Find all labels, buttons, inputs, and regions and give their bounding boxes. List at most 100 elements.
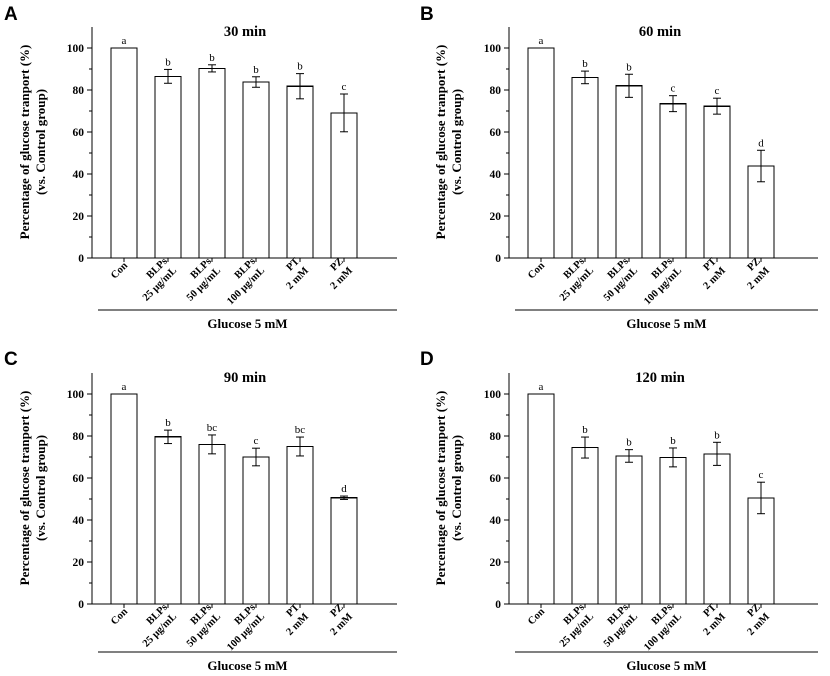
x-category-label: PZ2 mM [746,256,773,292]
y-tick-label: 80 [73,431,85,443]
y-axis-label-line1: Percentage of glucose tranport (%) [17,45,32,240]
y-tick-label: 40 [73,169,85,181]
chart-title: 30 min [224,24,266,40]
x-axis-group-label: Glucose 5 mM [626,658,706,673]
y-tick-label: 60 [490,127,502,139]
bar [110,393,138,605]
significance-letter: bc [207,422,218,434]
significance-letter: c [715,85,720,97]
bar [747,497,775,605]
x-category-label-line1: Con [109,260,130,281]
bar [615,455,643,605]
significance-letter: a [122,35,127,47]
y-tick-label: 80 [73,85,85,97]
x-axis-group-label: Glucose 5 mM [207,316,287,331]
y-axis-label: Percentage of glucose tranport (%) (vs. C… [433,391,464,586]
y-tick-label: 80 [490,85,502,97]
significance-letter: b [209,52,215,64]
x-category-label: PZ2 mM [329,256,356,292]
y-axis-label-line1: Percentage of glucose tranport (%) [17,391,32,586]
y-axis-label-line2: (vs. Control group) [33,89,48,195]
significance-letter: c [671,83,676,95]
x-category-label: Con [109,606,130,627]
x-category-label: Con [526,260,547,281]
panel-c: C 90 min Percentage of glucose tranport (%… [4,349,397,673]
x-category-label: Con [526,606,547,627]
bar [330,112,358,259]
y-axis-label: Percentage of glucose tranport (%) (vs. C… [17,391,48,586]
y-axis-label: Percentage of glucose tranport (%) (vs. C… [17,45,48,240]
bar [527,47,555,259]
bar [286,445,314,605]
y-axis-label-line2: (vs. Control group) [449,89,464,195]
x-axis-group-label: Glucose 5 mM [207,658,287,673]
y-tick-label: 0 [78,253,84,265]
significance-letter: a [539,381,544,393]
bar [527,393,555,605]
bar [703,453,731,605]
panel-letter: C [4,349,18,370]
y-tick-label: 60 [73,473,85,485]
bar [286,85,314,259]
y-tick-label: 0 [78,599,84,611]
bar [198,67,226,259]
y-tick-label: 100 [67,389,85,401]
significance-letter: c [759,469,764,481]
bar [571,76,599,259]
bar [615,85,643,259]
significance-letter: c [342,81,347,93]
significance-letter: a [539,35,544,47]
significance-letter: b [297,61,303,73]
x-category-label-line1: Con [526,606,547,627]
panel-b: B 60 min Percentage of glucose tranport (%… [420,4,818,331]
y-tick-label: 60 [490,473,502,485]
bar [659,456,687,605]
significance-letter: b [165,417,171,429]
panel-letter: A [4,4,18,25]
significance-letter: b [165,56,171,68]
y-axis-label-line1: Percentage of glucose tranport (%) [433,45,448,240]
y-tick-label: 40 [490,515,502,527]
significance-letter: b [253,64,259,76]
y-axis-label-line2: (vs. Control group) [33,435,48,541]
bar [330,497,358,605]
x-category-label-line1: Con [109,606,130,627]
bar [154,75,182,259]
y-tick-label: 0 [495,253,501,265]
chart-title: 120 min [635,370,685,386]
y-tick-label: 0 [495,599,501,611]
x-category-label: PZ2 mM [746,602,773,638]
y-tick-label: 40 [490,169,502,181]
significance-letter: b [626,61,632,73]
significance-letter: b [582,58,588,70]
y-axis-label-line2: (vs. Control group) [449,435,464,541]
chart-title: 60 min [639,24,681,40]
x-category-label: Con [109,260,130,281]
y-tick-label: 20 [490,557,502,569]
panel-letter: B [420,4,434,25]
y-tick-label: 40 [73,515,85,527]
x-axis-group-label: Glucose 5 mM [626,316,706,331]
significance-letter: c [254,435,259,447]
significance-letter: b [670,435,676,447]
panel-a: A 30 min Percentage of glucose tranport (%… [4,4,397,331]
chart-title: 90 min [224,370,266,386]
panel-letter: D [420,349,434,370]
significance-letter: bc [295,424,306,436]
y-axis-label-line1: Percentage of glucose tranport (%) [433,391,448,586]
bar [154,436,182,605]
significance-letter: d [341,483,347,495]
bar [198,443,226,605]
x-category-label: PT2 mM [285,256,312,292]
bar [110,47,138,259]
